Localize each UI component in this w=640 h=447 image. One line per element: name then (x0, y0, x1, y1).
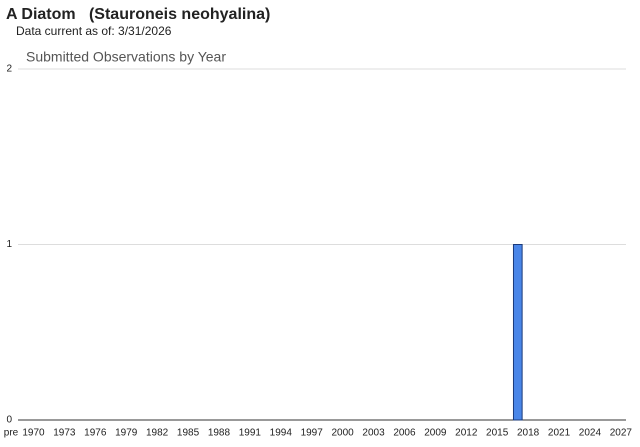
x-tick-label: 1973 (53, 428, 76, 439)
x-tick-label: 1988 (208, 428, 231, 439)
x-tick-label: 1982 (146, 428, 169, 439)
x-tick-label: 2021 (548, 428, 571, 439)
x-tick-label: 1970 (22, 428, 45, 439)
y-tick-label: 1 (6, 239, 12, 250)
x-tick-label: 2012 (455, 428, 478, 439)
x-tick-label: 2027 (610, 428, 633, 439)
x-tick-label: 2000 (331, 428, 354, 439)
x-tick-label: 1991 (239, 428, 262, 439)
x-tick-label: pre (4, 428, 19, 439)
x-tick-label: 1976 (84, 428, 107, 439)
x-tick-label: 2018 (517, 428, 540, 439)
data-current: Data current as of: 3/31/2026 (16, 24, 172, 38)
bar (512, 244, 523, 421)
x-tick-label: 1985 (177, 428, 200, 439)
y-tick-label: 0 (6, 415, 12, 426)
x-tick-label: 2006 (393, 428, 416, 439)
chart-title: Submitted Observations by Year (26, 49, 226, 65)
x-tick-label: 1979 (115, 428, 138, 439)
page-title: A Diatom (Stauroneis neohyalina) (6, 6, 270, 23)
x-tick-label: 1997 (301, 428, 324, 439)
x-tick-label: 2009 (424, 428, 447, 439)
x-tick-label: 1994 (270, 428, 293, 439)
x-tick-label: 2015 (486, 428, 509, 439)
x-tick-label: 2024 (579, 428, 602, 439)
x-tick-label: 2003 (362, 428, 385, 439)
y-tick-label: 2 (6, 64, 12, 75)
